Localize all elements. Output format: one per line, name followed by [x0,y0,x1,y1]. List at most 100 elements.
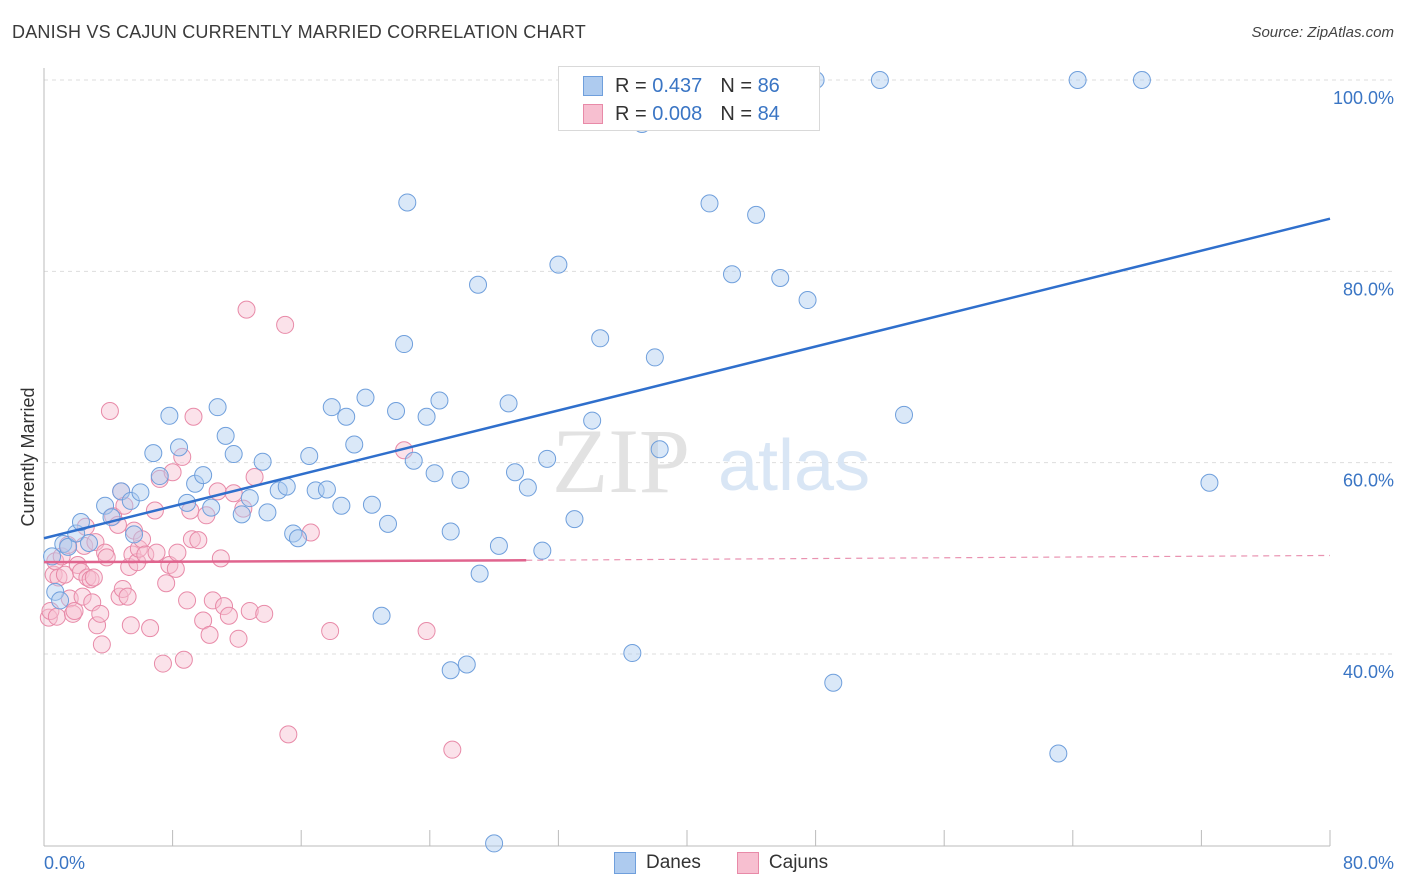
cajuns-point [78,568,97,587]
correlation-legend: R = 0.437 N = 86 R = 0.008 N = 84 [558,66,820,131]
danes-point [1068,71,1087,89]
danes-point [583,411,602,430]
source-note: Source: ZipAtlas.com [1251,24,1394,41]
cajuns-point [321,622,340,641]
chart-title: DANISH VS CAJUN CURRENTLY MARRIED CORREL… [12,22,586,42]
danes-point [747,205,766,224]
cajuns-point [81,570,100,589]
danes-point [112,482,131,501]
cajuns-trend-line [43,558,527,564]
danes-point [224,445,243,464]
cajuns-r-value: 0.008 [652,102,703,125]
danes-point [565,510,584,529]
danes-point [451,470,470,489]
danes-point [623,644,642,663]
cajuns-point [200,625,219,644]
cajuns-point [65,601,84,620]
danes-point [1049,744,1068,763]
cajuns-point [157,574,176,593]
danes-point [417,407,436,426]
cajuns-point [100,402,119,421]
danes-point [798,291,817,310]
cajuns-n-label: N = [720,102,752,125]
danes-point [284,524,303,543]
cajuns-point [73,587,92,606]
danes-point [533,541,552,560]
danes-point [441,661,460,680]
cajuns-point [417,622,436,641]
danes-point [387,402,406,421]
y-tick-label: 40.0% [1343,662,1394,682]
danes-r-label: R = [615,74,647,97]
danes-point [258,503,277,522]
cajuns-legend-swatch [736,852,759,874]
cajuns-trend-extension [526,554,1331,561]
danes-point [645,348,664,367]
cajuns-n-value: 84 [757,102,780,125]
danes-point [125,525,144,544]
danes-point [362,495,381,514]
danes-point [332,496,351,515]
danes-point [288,529,307,548]
cajuns-point [240,601,259,620]
danes-point [150,467,169,486]
cajuns-point [211,549,230,568]
cajuns-point [166,559,185,578]
danes-point [425,464,444,483]
danes-point [51,591,70,610]
danes-point [771,269,790,288]
cajuns-point [47,607,66,626]
axis-labels: 40.0% 60.0% 80.0% 100.0% 0.0% 80.0% Currently … [18,88,1394,873]
danes-point [170,438,189,457]
danes-point [216,426,235,445]
danes-trend-line [43,217,1331,540]
danes-point [131,483,150,502]
cajuns-point [84,568,103,587]
danes-point [650,440,669,459]
danes-point [379,514,398,533]
watermark-atlas: atlas [718,426,870,506]
y-tick-label: 60.0% [1343,471,1394,491]
danes-point [46,582,65,601]
danes-point [505,463,524,482]
x-tick-label-max: 80.0% [1343,853,1394,873]
danes-point [202,498,221,517]
cajuns-point [92,635,111,654]
danes-point [700,194,719,213]
danes-point [345,435,364,454]
cajuns-point [97,548,116,567]
cajuns-point [276,315,295,334]
danes-point [80,534,99,553]
watermark-zip: ZIP [552,410,690,512]
legend-item-cajuns: Cajuns [736,852,828,874]
danes-point [870,71,889,89]
danes-point [1132,71,1151,89]
cajuns-point [203,591,222,610]
danes-point [317,480,336,499]
danes-point [43,547,62,566]
cajuns-point [443,740,462,759]
danes-point [549,255,568,274]
danes-n-value: 86 [757,74,780,97]
danes-point [538,449,557,468]
danes-point [499,394,518,413]
cajuns-point [121,616,140,635]
cajuns-point [141,619,160,638]
danes-point [160,406,179,425]
danes-point [430,391,449,410]
cajuns-point [237,300,256,319]
danes-point [356,388,375,407]
danes-point [824,673,843,692]
cajuns-point [184,407,203,426]
cajuns-point [229,629,248,648]
danes-point [489,536,508,555]
cajuns-point [173,447,192,466]
danes-point [895,405,914,424]
cajuns-points [39,300,462,759]
cajuns-point [63,604,82,623]
danes-point [372,606,391,625]
danes-point [208,398,227,417]
series-legend: Danes Cajuns [614,852,864,874]
danes-point [337,407,356,426]
danes-n-label: N = [720,74,752,97]
